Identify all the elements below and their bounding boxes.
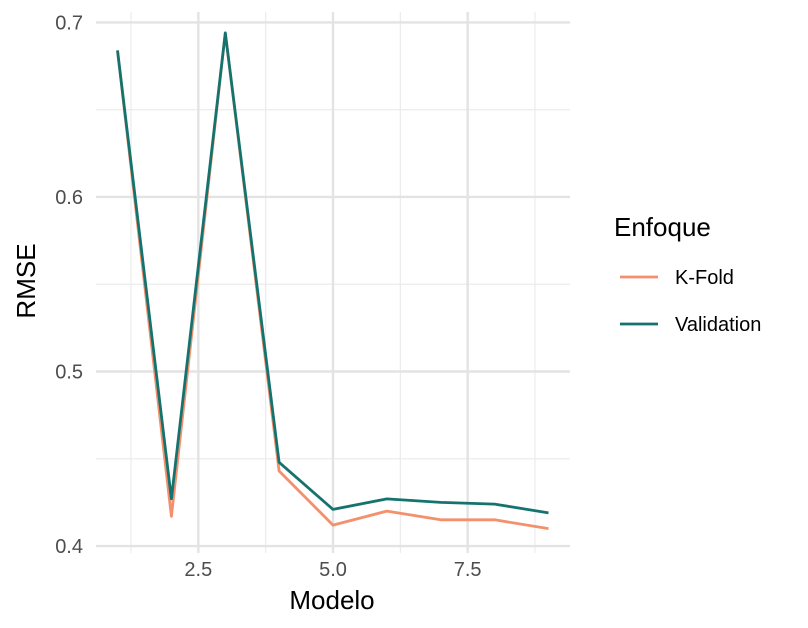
- legend-title: Enfoque: [614, 212, 711, 242]
- y-tick-label: 0.4: [55, 536, 83, 558]
- x-axis-tick-labels: 2.5 5.0 7.5: [184, 559, 481, 581]
- y-tick-label: 0.6: [55, 187, 83, 209]
- y-tick-label: 0.7: [55, 12, 83, 34]
- y-tick-label: 0.5: [55, 362, 83, 384]
- legend: Enfoque K-Fold Validation: [614, 212, 761, 336]
- x-tick-label: 5.0: [319, 559, 347, 581]
- series-lines: [116, 31, 549, 530]
- y-axis-tick-labels: 0.4 0.5 0.6 0.7: [55, 12, 83, 558]
- legend-items: K-Fold Validation: [620, 267, 761, 336]
- legend-label: Validation: [675, 314, 761, 336]
- x-axis-title: Modelo: [289, 585, 374, 615]
- x-tick-label: 2.5: [184, 559, 212, 581]
- major-grid: [96, 12, 570, 553]
- series-line-validation: [116, 31, 549, 515]
- legend-label: K-Fold: [675, 267, 734, 289]
- x-tick-label: 7.5: [454, 559, 482, 581]
- y-axis-title: RMSE: [11, 243, 41, 318]
